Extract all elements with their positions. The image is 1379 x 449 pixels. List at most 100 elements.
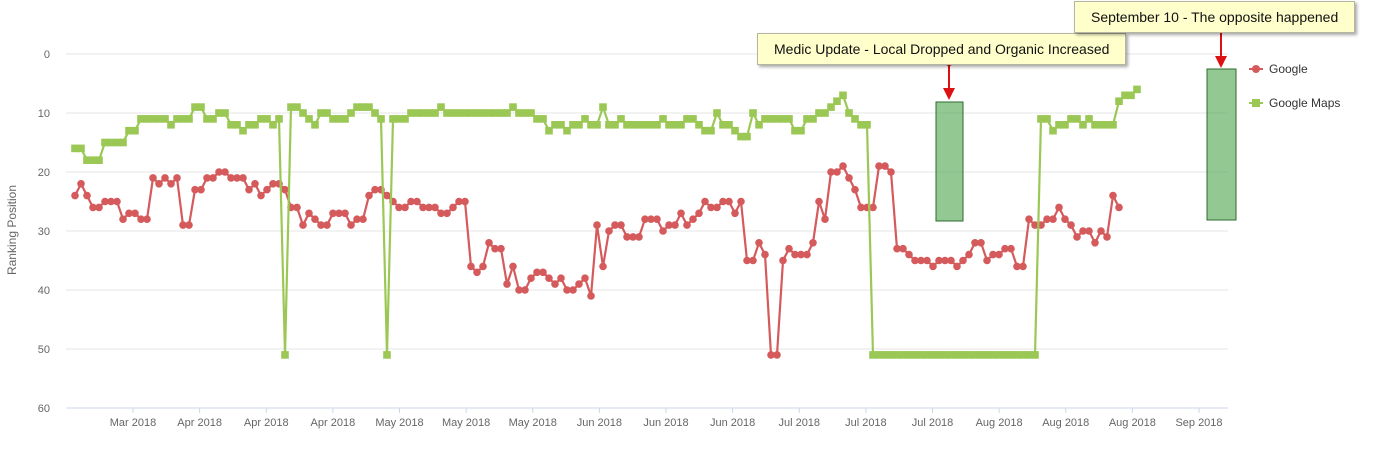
data-point — [605, 121, 613, 129]
data-point — [191, 185, 199, 194]
data-point — [125, 126, 133, 135]
data-point — [701, 126, 709, 135]
data-point — [413, 197, 421, 206]
data-point — [185, 221, 193, 229]
data-point — [161, 174, 169, 182]
y-tick-label: 0 — [44, 49, 50, 61]
x-tick-label: May 2018 — [442, 417, 490, 429]
x-tick-label: Apr 2018 — [177, 417, 222, 429]
legend-item-google[interactable]: Google — [1249, 62, 1308, 76]
arrow-head — [943, 88, 955, 100]
data-point — [323, 221, 331, 229]
data-point — [947, 351, 955, 359]
x-tick-label: Jun 2018 — [710, 417, 755, 429]
data-point — [233, 174, 241, 182]
data-point — [107, 138, 115, 147]
data-point — [875, 351, 883, 359]
data-point — [941, 351, 949, 359]
data-point — [113, 138, 121, 147]
data-point — [683, 221, 691, 229]
data-point — [1019, 351, 1027, 359]
data-point — [1025, 351, 1033, 359]
data-point — [449, 109, 457, 117]
data-point — [815, 197, 823, 206]
data-point — [509, 262, 517, 271]
data-point — [611, 121, 619, 129]
data-point — [371, 109, 379, 117]
data-point — [1067, 115, 1075, 123]
data-point — [611, 221, 619, 229]
data-point — [95, 156, 103, 164]
data-point — [1103, 233, 1111, 241]
y-axis-ticks: 0 10 20 30 40 50 60 — [38, 49, 50, 415]
data-point — [653, 215, 661, 223]
legend-item-google-maps[interactable]: Google Maps — [1249, 96, 1340, 110]
data-point — [749, 109, 757, 117]
data-point — [1109, 121, 1117, 129]
data-point — [869, 351, 877, 359]
data-point — [467, 109, 475, 117]
data-point — [215, 168, 223, 176]
data-point — [1013, 351, 1021, 359]
legend-label-google-maps: Google Maps — [1269, 96, 1340, 110]
series-layer — [71, 85, 1141, 359]
data-point — [1007, 244, 1015, 253]
data-point — [689, 215, 697, 223]
data-point — [719, 197, 727, 206]
data-point — [71, 191, 79, 200]
data-point — [989, 351, 997, 359]
data-point — [875, 162, 883, 170]
data-point — [797, 250, 805, 259]
data-point — [539, 115, 547, 123]
data-point — [599, 103, 607, 111]
data-point — [629, 233, 637, 241]
data-point — [845, 174, 853, 182]
data-point — [209, 174, 217, 182]
data-point — [1115, 97, 1123, 105]
data-point — [569, 121, 577, 129]
data-point — [683, 115, 691, 123]
data-point — [407, 197, 415, 206]
data-point — [281, 351, 289, 359]
data-point — [527, 274, 535, 283]
data-point — [227, 174, 235, 182]
data-point — [113, 197, 121, 206]
data-point — [335, 209, 343, 218]
grid-lines — [66, 53, 1228, 409]
x-tick-label: May 2018 — [509, 417, 557, 429]
data-point — [545, 274, 553, 283]
data-point — [575, 280, 583, 288]
data-point — [479, 262, 487, 271]
data-point — [197, 103, 205, 111]
data-point — [239, 126, 247, 135]
data-point — [983, 351, 991, 359]
data-point — [533, 115, 541, 123]
x-tick-label: Jul 2018 — [778, 417, 820, 429]
data-point — [149, 115, 157, 123]
data-point — [305, 209, 313, 218]
data-point — [1031, 221, 1039, 229]
data-point — [995, 351, 1003, 359]
data-point — [551, 280, 559, 288]
y-tick-label: 40 — [38, 285, 50, 297]
data-point — [377, 115, 385, 123]
data-point — [329, 115, 337, 123]
data-point — [893, 244, 901, 253]
data-point — [767, 351, 775, 359]
legend: Google Google Maps — [1249, 62, 1340, 110]
data-point — [587, 292, 595, 300]
data-point — [401, 115, 409, 123]
data-point — [467, 262, 475, 271]
data-point — [443, 109, 451, 117]
data-point — [155, 115, 163, 123]
data-point — [155, 180, 163, 188]
data-point — [125, 209, 133, 218]
data-point — [401, 203, 409, 212]
x-tick-label: Jul 2018 — [845, 417, 887, 429]
data-point — [515, 109, 523, 117]
data-point — [911, 351, 919, 359]
data-point — [167, 121, 175, 129]
data-point — [725, 197, 733, 206]
x-tick-label: Apr 2018 — [311, 417, 356, 429]
data-point — [389, 115, 397, 123]
